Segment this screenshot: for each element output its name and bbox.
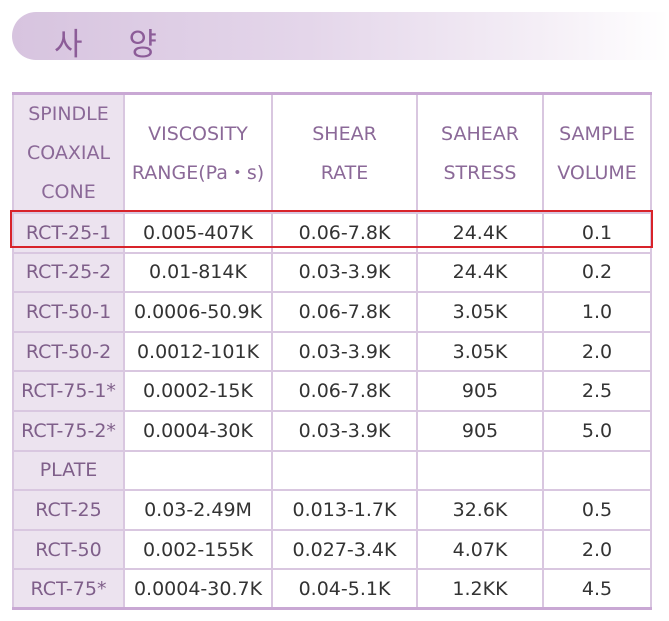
header-sample-volume: SAMPLE VOLUME xyxy=(542,92,652,214)
row-viscosity: 0.0006-50.9K xyxy=(123,291,273,333)
row-shear-rate: 0.03-3.9K xyxy=(271,330,418,373)
row-sample-volume: 4.5 xyxy=(542,568,652,610)
row-viscosity: 0.03-2.49M xyxy=(123,489,273,531)
row-sample-volume: 0.1 xyxy=(542,212,652,254)
row-shear-rate: 0.03-3.9K xyxy=(271,251,418,294)
header-spindle-line: SPINDLE xyxy=(28,103,109,125)
row-sample-volume: 2.0 xyxy=(542,528,652,571)
row-shear-stress xyxy=(416,449,544,492)
row-name: RCT-75-2* xyxy=(12,409,125,452)
table-row: RCT-75-2* 0.0004-30K 0.03-3.9K 905 5.0 xyxy=(12,409,652,452)
header-spindle: SPINDLE COAXIAL CONE xyxy=(12,92,125,214)
row-viscosity: 0.0004-30K xyxy=(123,409,273,452)
row-shear-rate: 0.03-3.9K xyxy=(271,409,418,452)
row-viscosity: 0.01-814K xyxy=(123,251,273,294)
table-row: RCT-75* 0.0004-30.7K 0.04-5.1K 1.2KK 4.5 xyxy=(12,568,652,610)
row-viscosity: 0.0012-101K xyxy=(123,330,273,373)
row-shear-rate: 0.06-7.8K xyxy=(271,291,418,333)
row-shear-rate: 0.06-7.8K xyxy=(271,212,418,254)
spec-table: SPINDLE COAXIAL CONE VISCOSITY RANGE(Pa・… xyxy=(12,92,652,611)
header-sample-volume-line: VOLUME xyxy=(557,161,637,184)
section-plate-label: PLATE xyxy=(12,449,125,492)
table-row: RCT-50 0.002-155K 0.027-3.4K 4.07K 2.0 xyxy=(12,528,652,571)
row-shear-stress: 3.05K xyxy=(416,291,544,333)
row-name: RCT-25-1 xyxy=(12,212,125,254)
row-sample-volume: 1.0 xyxy=(542,291,652,333)
header-shear-rate: SHEAR RATE xyxy=(271,92,418,214)
row-viscosity: 0.0002-15K xyxy=(123,370,273,412)
row-name: RCT-50-1 xyxy=(12,291,125,333)
row-shear-stress: 905 xyxy=(416,370,544,412)
row-shear-rate: 0.06-7.8K xyxy=(271,370,418,412)
row-shear-rate xyxy=(271,449,418,492)
row-name: RCT-75* xyxy=(12,568,125,610)
table-section-row: PLATE xyxy=(12,449,652,492)
row-name: RCT-25-2 xyxy=(12,251,125,294)
row-name: RCT-50-2 xyxy=(12,330,125,373)
row-shear-stress: 905 xyxy=(416,409,544,452)
row-shear-stress: 24.4K xyxy=(416,251,544,294)
row-shear-stress: 4.07K xyxy=(416,528,544,571)
header-viscosity-line: VISCOSITY xyxy=(148,122,248,145)
section-title-bar: 사 양 xyxy=(12,12,669,63)
row-sample-volume: 5.0 xyxy=(542,409,652,452)
row-viscosity: 0.002-155K xyxy=(123,528,273,571)
table-header-row: SPINDLE COAXIAL CONE VISCOSITY RANGE(Pa・… xyxy=(12,92,652,214)
table-row: RCT-25-2 0.01-814K 0.03-3.9K 24.4K 0.2 xyxy=(12,251,652,294)
row-name: RCT-75-1* xyxy=(12,370,125,412)
header-shear-rate-line: RATE xyxy=(320,161,369,184)
header-spindle-line: CONE xyxy=(41,181,96,203)
header-shear-stress-line: SAHEAR xyxy=(441,122,519,145)
row-viscosity xyxy=(123,449,273,492)
row-shear-rate: 0.04-5.1K xyxy=(271,568,418,610)
table-row: RCT-50-2 0.0012-101K 0.03-3.9K 3.05K 2.0 xyxy=(12,330,652,373)
table-row: RCT-25-1 0.005-407K 0.06-7.8K 24.4K 0.1 xyxy=(12,212,652,254)
row-viscosity: 0.005-407K xyxy=(123,212,273,254)
row-shear-rate: 0.027-3.4K xyxy=(271,528,418,571)
row-shear-stress: 24.4K xyxy=(416,212,544,254)
row-sample-volume: 2.5 xyxy=(542,370,652,412)
header-sample-volume-line: SAMPLE xyxy=(559,122,635,145)
row-shear-stress: 32.6K xyxy=(416,489,544,531)
header-viscosity: VISCOSITY RANGE(Pa・s) xyxy=(123,92,273,214)
header-shear-stress-line: STRESS xyxy=(443,161,517,184)
header-shear-stress: SAHEAR STRESS xyxy=(416,92,544,214)
table-row: RCT-50-1 0.0006-50.9K 0.06-7.8K 3.05K 1.… xyxy=(12,291,652,333)
row-name: RCT-50 xyxy=(12,528,125,571)
row-shear-rate: 0.013-1.7K xyxy=(271,489,418,531)
row-sample-volume xyxy=(542,449,652,492)
row-sample-volume: 0.2 xyxy=(542,251,652,294)
table-row: RCT-75-1* 0.0002-15K 0.06-7.8K 905 2.5 xyxy=(12,370,652,412)
row-shear-stress: 1.2KK xyxy=(416,568,544,610)
section-title: 사 양 xyxy=(54,27,175,63)
row-shear-stress: 3.05K xyxy=(416,330,544,373)
header-viscosity-line: RANGE(Pa・s) xyxy=(131,161,265,184)
header-spindle-line: COAXIAL xyxy=(26,142,111,164)
row-name: RCT-25 xyxy=(12,489,125,531)
row-viscosity: 0.0004-30.7K xyxy=(123,568,273,610)
row-sample-volume: 2.0 xyxy=(542,330,652,373)
table-row: RCT-25 0.03-2.49M 0.013-1.7K 32.6K 0.5 xyxy=(12,489,652,531)
header-shear-rate-line: SHEAR xyxy=(312,122,377,145)
row-sample-volume: 0.5 xyxy=(542,489,652,531)
